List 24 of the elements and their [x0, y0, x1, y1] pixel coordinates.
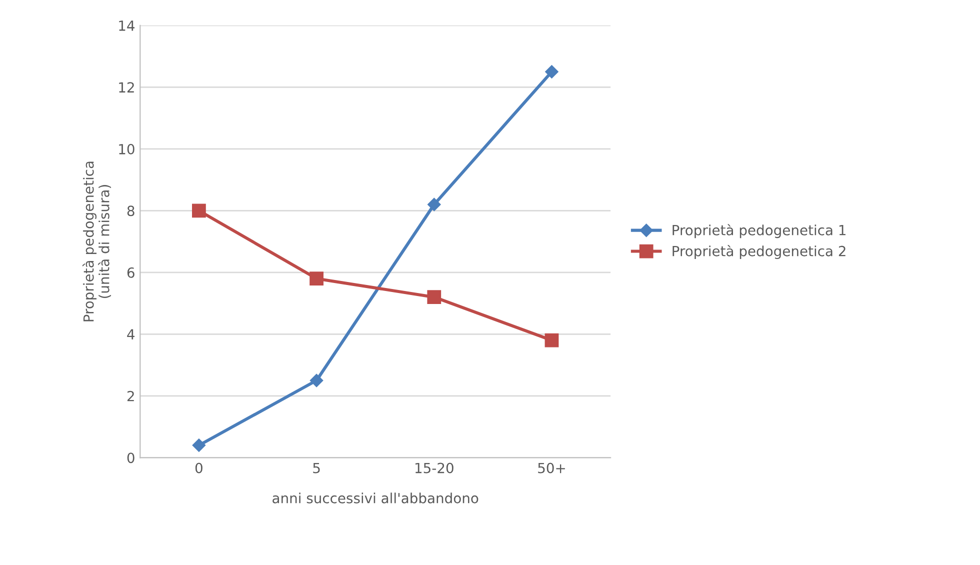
y-tick-label: 0: [127, 452, 134, 464]
point: [544, 333, 559, 348]
x-tick-label: 0: [195, 462, 202, 474]
y-tick-label: 2: [127, 390, 134, 402]
point: [310, 272, 324, 286]
point: [192, 438, 206, 452]
y-tick-label: 10: [119, 144, 134, 154]
y-tick-label: 6: [127, 267, 134, 278]
point: [310, 374, 324, 388]
x-tick-label: 5: [313, 462, 320, 474]
point: [545, 65, 558, 78]
y-tick-label: 4: [127, 329, 134, 340]
legend-label: Proprietà pedogenetica 1: [672, 224, 846, 238]
point: [427, 290, 442, 304]
x-tick-label: 50+: [538, 462, 565, 474]
x-tick-label: 15-20: [415, 462, 454, 474]
y-tick-label: 14: [119, 20, 134, 31]
y-tick-label: 12: [119, 82, 134, 92]
point: [428, 198, 441, 212]
y-tick-label: 8: [127, 206, 134, 216]
legend-label: Proprietà pedogenetica 2: [672, 245, 846, 260]
y-axis-title: Proprietà pedogenetica (unità di misura): [82, 162, 111, 322]
x-axis-title: anni successivi all'abbandono: [272, 492, 478, 504]
point: [192, 204, 206, 218]
